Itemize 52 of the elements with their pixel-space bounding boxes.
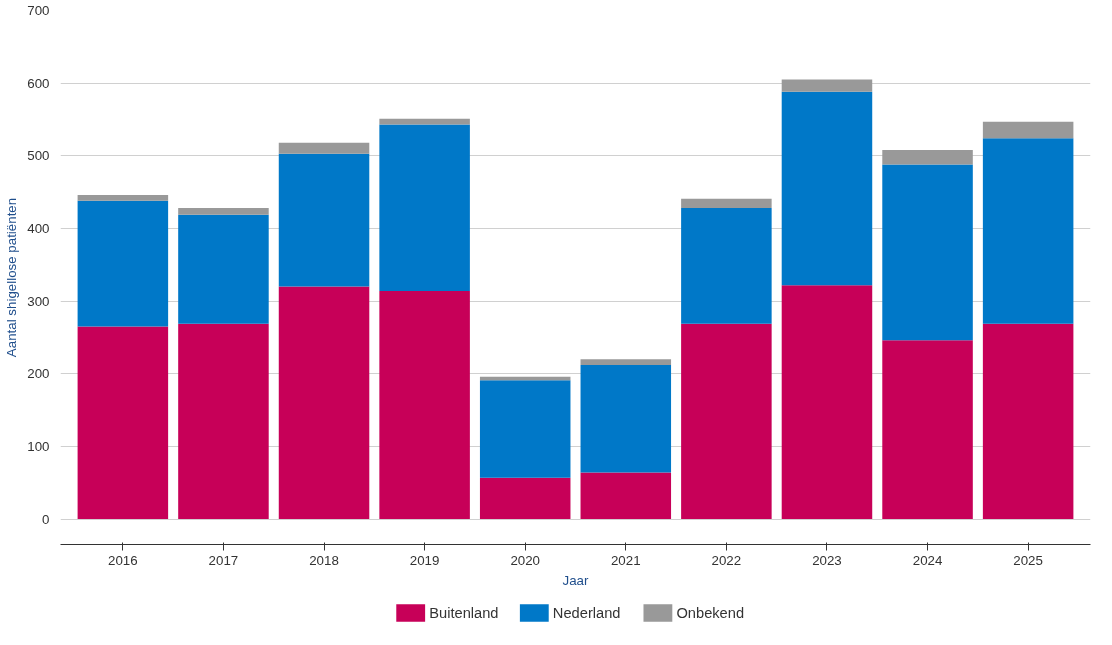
bar [781, 91, 873, 286]
legend-label: Buitenland [429, 605, 499, 621]
y-tick-label: 700 [27, 3, 50, 18]
x-tick-label: 2023 [812, 552, 842, 568]
bar [77, 195, 169, 201]
bar [681, 323, 772, 520]
bar [278, 153, 370, 287]
bar [77, 200, 169, 327]
y-tick-label: 100 [27, 438, 50, 454]
legend-label: Nederland [552, 605, 621, 621]
bar [278, 286, 370, 520]
bar [882, 149, 973, 165]
bar [982, 323, 1074, 520]
x-tick-label: 2019 [409, 552, 440, 568]
bar [681, 198, 772, 209]
bar [681, 208, 772, 324]
x-tick-label: 2022 [711, 552, 742, 568]
x-tick-label: 2018 [309, 552, 339, 568]
bar [178, 323, 269, 520]
y-tick-label: 300 [27, 293, 50, 309]
bar [781, 285, 873, 520]
bar [580, 472, 672, 520]
legend-label: Onbekend [676, 605, 745, 621]
y-tick-label: 400 [27, 220, 50, 236]
y-tick-label: 200 [27, 366, 50, 382]
x-tick-label: 2025 [1013, 552, 1043, 568]
bar [580, 359, 672, 366]
x-tick-label: 2024 [912, 552, 943, 568]
bar [479, 380, 571, 478]
y-axis-title: Aantal shigellose patiënten [4, 197, 20, 358]
x-tick-label: 2016 [108, 552, 138, 568]
x-tick-label: 2020 [510, 552, 541, 568]
bar [178, 208, 269, 215]
bar [178, 214, 269, 324]
x-axis-title: Jaar [562, 572, 590, 588]
bar [781, 79, 873, 92]
bar [882, 340, 973, 520]
bar [479, 477, 571, 520]
y-tick-label: 600 [27, 75, 50, 91]
bar [580, 365, 672, 473]
bar [882, 164, 973, 341]
bar [379, 124, 470, 291]
bar [278, 142, 370, 154]
x-tick-label: 2017 [208, 552, 239, 568]
bar [379, 290, 470, 520]
y-tick-label: 500 [27, 148, 50, 164]
bar [982, 121, 1074, 139]
x-tick-label: 2021 [610, 552, 641, 568]
y-tick-label: 0 [42, 511, 50, 527]
bar [379, 118, 470, 125]
bar [982, 138, 1074, 324]
bar [77, 326, 169, 520]
